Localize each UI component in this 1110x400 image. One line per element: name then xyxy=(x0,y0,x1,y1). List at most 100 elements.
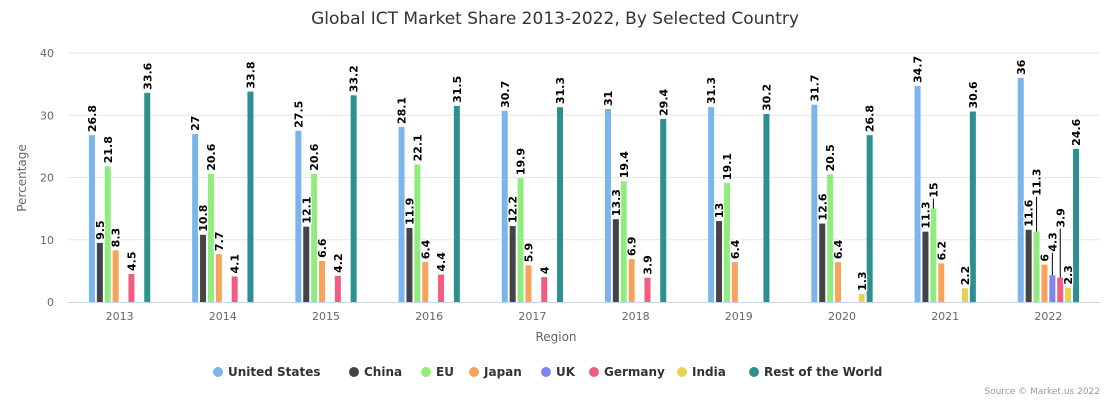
bar[interactable] xyxy=(453,105,460,302)
bar[interactable] xyxy=(819,223,826,302)
bar[interactable] xyxy=(104,166,111,302)
bar[interactable] xyxy=(835,262,842,302)
bar[interactable] xyxy=(1065,287,1072,302)
bar[interactable] xyxy=(858,293,865,302)
legend-label: EU xyxy=(436,365,454,379)
bar[interactable] xyxy=(1057,277,1064,302)
bar[interactable] xyxy=(319,260,326,302)
legend-item[interactable]: China xyxy=(349,365,402,379)
bar[interactable] xyxy=(112,250,119,302)
data-label: 12.1 xyxy=(300,197,313,224)
bar[interactable] xyxy=(311,173,318,302)
bar[interactable] xyxy=(708,107,715,302)
y-tick-label: 40 xyxy=(40,47,54,60)
bar[interactable] xyxy=(1033,231,1040,302)
bar[interactable] xyxy=(192,133,199,302)
data-label: 8.3 xyxy=(110,228,123,248)
data-label: 7.7 xyxy=(213,232,226,252)
bar[interactable] xyxy=(334,275,341,302)
x-tick-label: 2020 xyxy=(828,310,856,323)
legend-item[interactable]: Rest of the World xyxy=(749,365,882,379)
bar[interactable] xyxy=(200,234,207,302)
x-tick-label: 2017 xyxy=(518,310,546,323)
data-label: 6.4 xyxy=(419,239,432,259)
bar[interactable] xyxy=(1041,264,1048,302)
bar[interactable] xyxy=(628,259,635,302)
bar[interactable] xyxy=(723,183,730,302)
legend-item[interactable]: EU xyxy=(421,365,454,379)
y-tick-label: 10 xyxy=(40,234,54,247)
bar[interactable] xyxy=(922,231,929,302)
bar[interactable] xyxy=(1017,77,1024,303)
bar[interactable] xyxy=(731,262,738,302)
bar[interactable] xyxy=(517,178,524,302)
bar[interactable] xyxy=(930,208,937,302)
bar[interactable] xyxy=(144,92,151,302)
data-label: 31 xyxy=(602,91,615,106)
bar[interactable] xyxy=(644,277,651,302)
bar[interactable] xyxy=(303,226,310,302)
data-label: 11.3 xyxy=(919,202,932,229)
bar[interactable] xyxy=(1025,229,1032,302)
bar[interactable] xyxy=(247,91,254,302)
bar[interactable] xyxy=(295,130,302,302)
bar[interactable] xyxy=(509,226,516,302)
legend-marker xyxy=(349,367,359,377)
bar[interactable] xyxy=(914,85,921,303)
legend-item[interactable]: India xyxy=(677,365,726,379)
bar[interactable] xyxy=(215,254,222,302)
bar[interactable] xyxy=(604,109,611,303)
legend-label: UK xyxy=(556,365,576,379)
bar[interactable] xyxy=(128,273,135,302)
legend-item[interactable]: United States xyxy=(213,365,321,379)
y-tick-label: 20 xyxy=(40,172,54,185)
bar[interactable] xyxy=(969,111,976,302)
legend-item[interactable]: Japan xyxy=(469,365,522,379)
bar[interactable] xyxy=(612,219,619,302)
bar[interactable] xyxy=(763,114,770,302)
bar[interactable] xyxy=(414,164,421,302)
bar[interactable] xyxy=(660,118,667,302)
bar[interactable] xyxy=(620,181,627,302)
bar[interactable] xyxy=(1049,275,1056,302)
data-label: 22.1 xyxy=(411,134,424,161)
bar[interactable] xyxy=(811,104,818,302)
bar[interactable] xyxy=(938,263,945,302)
y-tick-label: 30 xyxy=(40,109,54,122)
bar[interactable] xyxy=(231,276,238,302)
bar[interactable] xyxy=(207,173,214,302)
bar[interactable] xyxy=(406,227,413,302)
data-label: 33.8 xyxy=(244,61,257,88)
bar[interactable] xyxy=(1073,148,1080,302)
credit-text: Source © Market.us 2022 xyxy=(984,387,1100,397)
bar[interactable] xyxy=(501,110,508,302)
bar[interactable] xyxy=(557,107,564,302)
bar[interactable] xyxy=(438,274,445,302)
data-label: 5.9 xyxy=(522,243,535,263)
bar[interactable] xyxy=(88,135,95,302)
data-label: 20.5 xyxy=(824,144,837,171)
data-label: 27.5 xyxy=(292,101,305,128)
chart-title: Global ICT Market Share 2013-2022, By Se… xyxy=(311,9,799,29)
bar[interactable] xyxy=(398,127,405,302)
bar[interactable] xyxy=(96,242,103,302)
bar[interactable] xyxy=(961,288,968,302)
bar[interactable] xyxy=(866,135,873,302)
x-axis-title: Region xyxy=(535,330,576,344)
bar[interactable] xyxy=(350,95,357,302)
legend-item[interactable]: UK xyxy=(541,365,576,379)
legend-item[interactable]: Germany xyxy=(589,365,665,379)
bar[interactable] xyxy=(541,277,548,302)
data-label: 9.5 xyxy=(94,220,107,240)
data-label: 26.8 xyxy=(864,105,877,132)
bar[interactable] xyxy=(827,174,834,302)
data-label: 1.3 xyxy=(856,271,869,291)
bar[interactable] xyxy=(422,262,429,302)
data-label: 28.1 xyxy=(396,97,409,124)
data-label: 19.1 xyxy=(721,153,734,180)
bar[interactable] xyxy=(716,221,723,302)
legend-label: China xyxy=(364,365,402,379)
bar[interactable] xyxy=(525,265,532,302)
